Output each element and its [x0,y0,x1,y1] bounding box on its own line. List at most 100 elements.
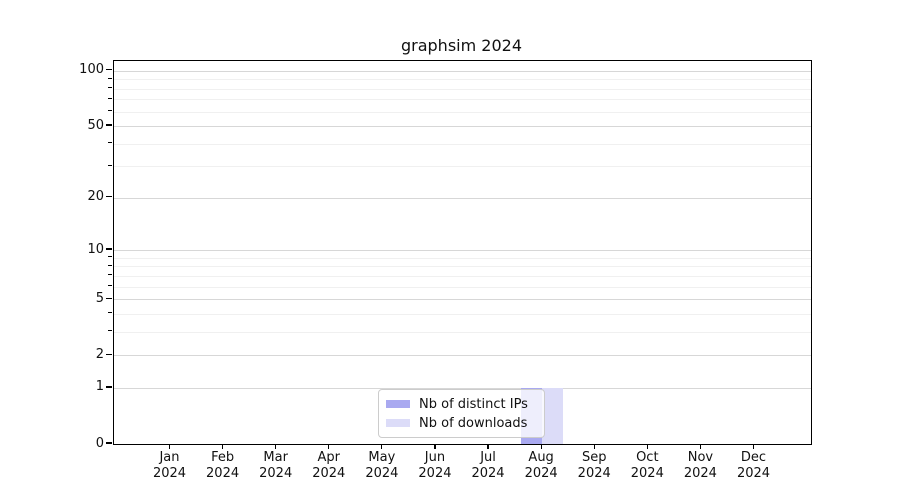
x-tick-label: Jul 2024 [458,450,518,481]
y-tick-major [106,386,112,388]
x-label-month: Jul [480,450,496,465]
x-tick-label: Nov 2024 [670,450,730,481]
x-label-year: 2024 [206,465,240,481]
y-tick-minor [108,164,112,166]
y-gridline-major [114,355,811,357]
y-gridline-minor [114,313,811,315]
y-tick-minor [108,312,112,314]
bar-nb-of-downloads [542,387,564,444]
x-label-month: Jun [424,450,446,465]
y-gridline-minor [114,266,811,268]
y-tick-minor [108,97,112,99]
x-label-month: Oct [636,450,659,465]
y-tick-minor [108,142,112,144]
x-tick [381,444,383,449]
x-label-month: Apr [317,450,341,465]
plot-area [113,60,812,445]
y-tick-minor [108,87,112,89]
legend-swatch-downloads [386,419,410,427]
x-label-month: May [368,450,396,465]
x-label-year: 2024 [152,465,187,481]
y-tick-major [106,297,112,299]
y-tick-minor [108,330,112,332]
x-tick-label: Sep 2024 [564,450,624,481]
y-tick-label: 100 [79,62,104,78]
y-tick-minor [108,285,112,287]
y-tick-minor [108,264,112,266]
x-tick [593,444,595,449]
x-tick-label: May 2024 [352,450,412,481]
y-tick-label: 0 [95,435,104,451]
x-label-year: 2024 [312,465,346,481]
y-gridline-minor [114,331,811,333]
x-tick-label: Jun 2024 [405,450,465,481]
x-tick [275,444,277,449]
x-tick [328,444,330,449]
chart-title: graphsim 2024 [400,36,522,55]
y-gridline-minor [114,275,811,277]
y-tick-minor [108,109,112,112]
x-tick [752,444,755,449]
y-gridline-minor [114,166,811,168]
y-gridline-minor [114,88,811,90]
x-tick [646,444,648,449]
y-tick-minor [108,274,112,276]
y-gridline-minor [114,143,811,145]
y-tick-major [106,69,112,71]
y-tick-label: 1 [95,379,104,395]
y-tick-label: 2 [95,346,104,362]
y-gridline-minor [114,257,811,259]
legend-item-downloads: Nb of downloads [386,416,544,431]
x-label-month: Nov [687,450,714,465]
x-tick [487,444,489,449]
y-tick-label: 50 [87,117,104,133]
legend-label-downloads: Nb of downloads [419,415,528,431]
legend-item-distinct-ips: Nb of distinct IPs [386,397,544,412]
x-label-year: 2024 [259,465,293,481]
x-tick-label: Jan 2024 [140,450,200,481]
x-tick-label: Oct 2024 [617,450,677,481]
x-tick [434,444,436,449]
y-gridline-major [114,250,811,252]
legend-label-distinct-ips: Nb of distinct IPs [419,396,528,412]
y-gridline-major [114,197,811,199]
y-tick-label: 20 [87,189,104,205]
x-label-month: Jan [159,450,180,465]
x-label-year: 2024 [683,465,717,481]
y-tick-label: 5 [95,290,104,306]
x-tick [168,444,171,449]
x-label-year: 2024 [365,465,399,481]
x-tick-label: Dec 2024 [724,450,784,481]
x-tick-label: Apr 2024 [299,450,359,481]
y-gridline-major [114,299,811,301]
x-label-year: 2024 [524,465,558,481]
x-label-year: 2024 [471,465,505,481]
y-tick-minor [108,256,112,258]
x-label-month: Aug [528,450,554,465]
x-label-year: 2024 [630,465,664,481]
x-label-month: Dec [740,450,767,465]
x-tick [699,444,701,449]
x-label-year: 2024 [736,465,771,481]
x-label-month: Mar [263,450,288,465]
x-label-month: Feb [211,450,235,465]
y-tick-major [106,196,112,198]
y-tick-major [106,124,112,126]
legend-swatch-distinct-ips [386,400,410,408]
x-tick [540,444,542,449]
y-tick-major [106,442,112,444]
x-tick-label: Aug 2024 [511,450,571,481]
legend: Nb of distinct IPs Nb of downloads [378,389,545,438]
y-tick-minor [108,77,112,79]
x-tick [221,444,224,449]
x-tick-label: Feb 2024 [193,450,253,481]
y-gridline-minor [114,99,811,101]
y-gridline-minor [114,79,811,81]
y-gridline-major [114,387,811,389]
y-gridline-minor [114,111,811,113]
y-tick-major [106,248,112,250]
x-tick-label: Mar 2024 [246,450,306,481]
y-gridline-major [114,126,811,128]
y-gridline-major [114,70,811,72]
